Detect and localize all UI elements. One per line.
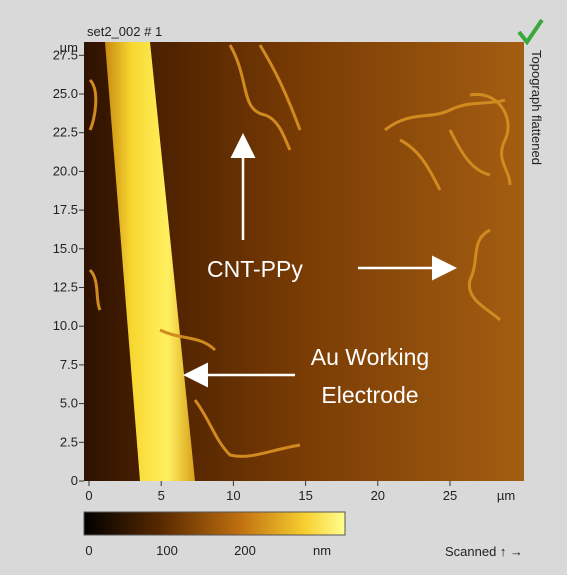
scanned-label: Scanned ↑ →: [445, 544, 523, 559]
side-label: Topograph flattened: [529, 50, 544, 165]
y-tick-label: 5.0: [60, 396, 78, 411]
y-tick-label: 20.0: [53, 163, 78, 178]
y-tick-label: 25.0: [53, 86, 78, 101]
colorbar-tick-label: 200: [234, 543, 256, 558]
y-tick-label: 0: [71, 473, 78, 488]
y-tick-label: 2.5: [60, 434, 78, 449]
colorbar: [83, 511, 346, 536]
y-tick-label: 17.5: [53, 202, 78, 217]
electrode: [105, 42, 195, 481]
x-unit: µm: [497, 488, 515, 503]
y-tick-label: 7.5: [60, 357, 78, 372]
annotation-electrode: Au Working: [311, 344, 429, 370]
y-tick-label: 10.0: [53, 318, 78, 333]
annotation-cnt: CNT-PPy: [207, 256, 303, 282]
x-tick-label: 15: [298, 488, 312, 503]
arrows: [183, 133, 457, 388]
colorbar-tick-label: 0: [85, 543, 92, 558]
x-tick-label: 0: [85, 488, 92, 503]
y-tick-label: 12.5: [53, 280, 78, 295]
check-mark: [517, 18, 544, 46]
y-tick-label: 15.0: [53, 241, 78, 256]
scan-title: set2_002 # 1: [87, 24, 162, 39]
y-tick-label: 22.5: [53, 125, 78, 140]
annotation-electrode: Electrode: [321, 382, 418, 408]
x-tick-label: 5: [158, 488, 165, 503]
nanotubes: [88, 44, 512, 458]
y-tick-label: 27.5: [53, 47, 78, 62]
x-tick-label: 10: [226, 488, 240, 503]
colorbar-unit: nm: [313, 543, 331, 558]
x-tick-label: 20: [371, 488, 385, 503]
y-unit: µm: [60, 40, 78, 55]
colorbar-tick-label: 100: [156, 543, 178, 558]
x-tick-label: 25: [443, 488, 457, 503]
